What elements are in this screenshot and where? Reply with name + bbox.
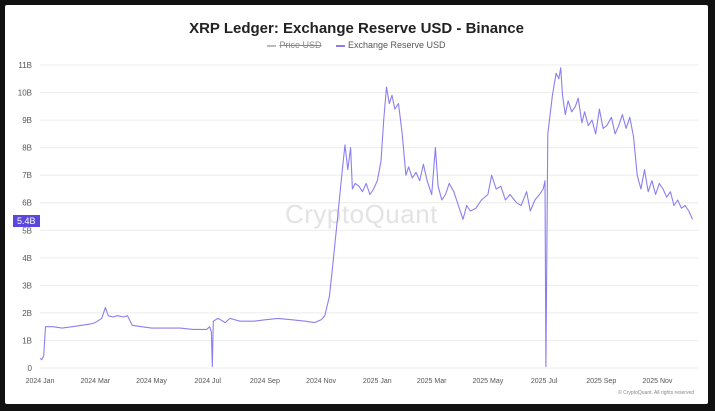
y-tick-label: 11B — [18, 61, 32, 70]
legend-item-exchange-reserve-usd[interactable]: Exchange Reserve USD — [335, 40, 446, 50]
y-tick-label: 8B — [22, 144, 32, 153]
chart-legend: Price USD Exchange Reserve USD — [5, 40, 708, 50]
x-tick-label: 2024 May — [136, 378, 167, 385]
y-tick-label: 2B — [22, 309, 32, 318]
y-tick-label: 3B — [22, 281, 32, 290]
y-tick-label: 10B — [18, 89, 32, 98]
y-tick-label: 0 — [28, 364, 33, 373]
x-tick-label: 2025 Sep — [586, 378, 616, 385]
legend-item-price-usd[interactable]: Price USD — [267, 40, 321, 50]
chart-title: XRP Ledger: Exchange Reserve USD - Binan… — [189, 20, 524, 37]
x-tick-label: 2025 Mar — [417, 378, 447, 385]
legend-label-price-usd: Price USD — [279, 40, 322, 50]
y-tick-label: 1B — [22, 336, 32, 345]
y-tick-label: 5B — [22, 226, 32, 235]
watermark: CryptoQuant — [285, 199, 438, 229]
y-tick-label: 9B — [22, 116, 32, 125]
x-tick-label: 2024 Jan — [26, 378, 55, 385]
y-tick-label: 6B — [22, 199, 32, 208]
legend-label-exchange-reserve-usd: Exchange Reserve USD — [347, 40, 446, 50]
legend-swatch-price-usd — [267, 44, 277, 47]
x-tick-label: 2024 Mar — [81, 378, 111, 385]
x-tick-label: 2025 May — [473, 378, 504, 385]
x-tick-label: 2024 Jul — [194, 378, 221, 385]
copyright-text: © CryptoQuant. All rights reserved — [618, 390, 694, 396]
x-tick-label: 2024 Nov — [306, 378, 336, 385]
chart-plot[interactable]: 0 1B 2B 3B 4B 5B 6B 7B 8B 9B 10B 11B 2024 Jan 2024 Ma… — [5, 5, 708, 404]
current-value-badge: 5.4B — [13, 215, 40, 227]
x-tick-label: 2024 Sep — [250, 378, 280, 385]
legend-swatch-exchange-reserve-usd — [335, 44, 345, 47]
x-tick-label: 2025 Jul — [531, 378, 558, 385]
x-tick-label: 2025 Nov — [642, 378, 672, 385]
x-tick-label: 2025 Jan — [363, 378, 392, 385]
series-line-exchange-reserve-usd — [39, 67, 694, 368]
y-tick-label: 4B — [22, 254, 32, 263]
y-tick-label: 7B — [22, 171, 32, 180]
chart-frame: XRP Ledger: Exchange Reserve USD - Binan… — [5, 5, 708, 404]
